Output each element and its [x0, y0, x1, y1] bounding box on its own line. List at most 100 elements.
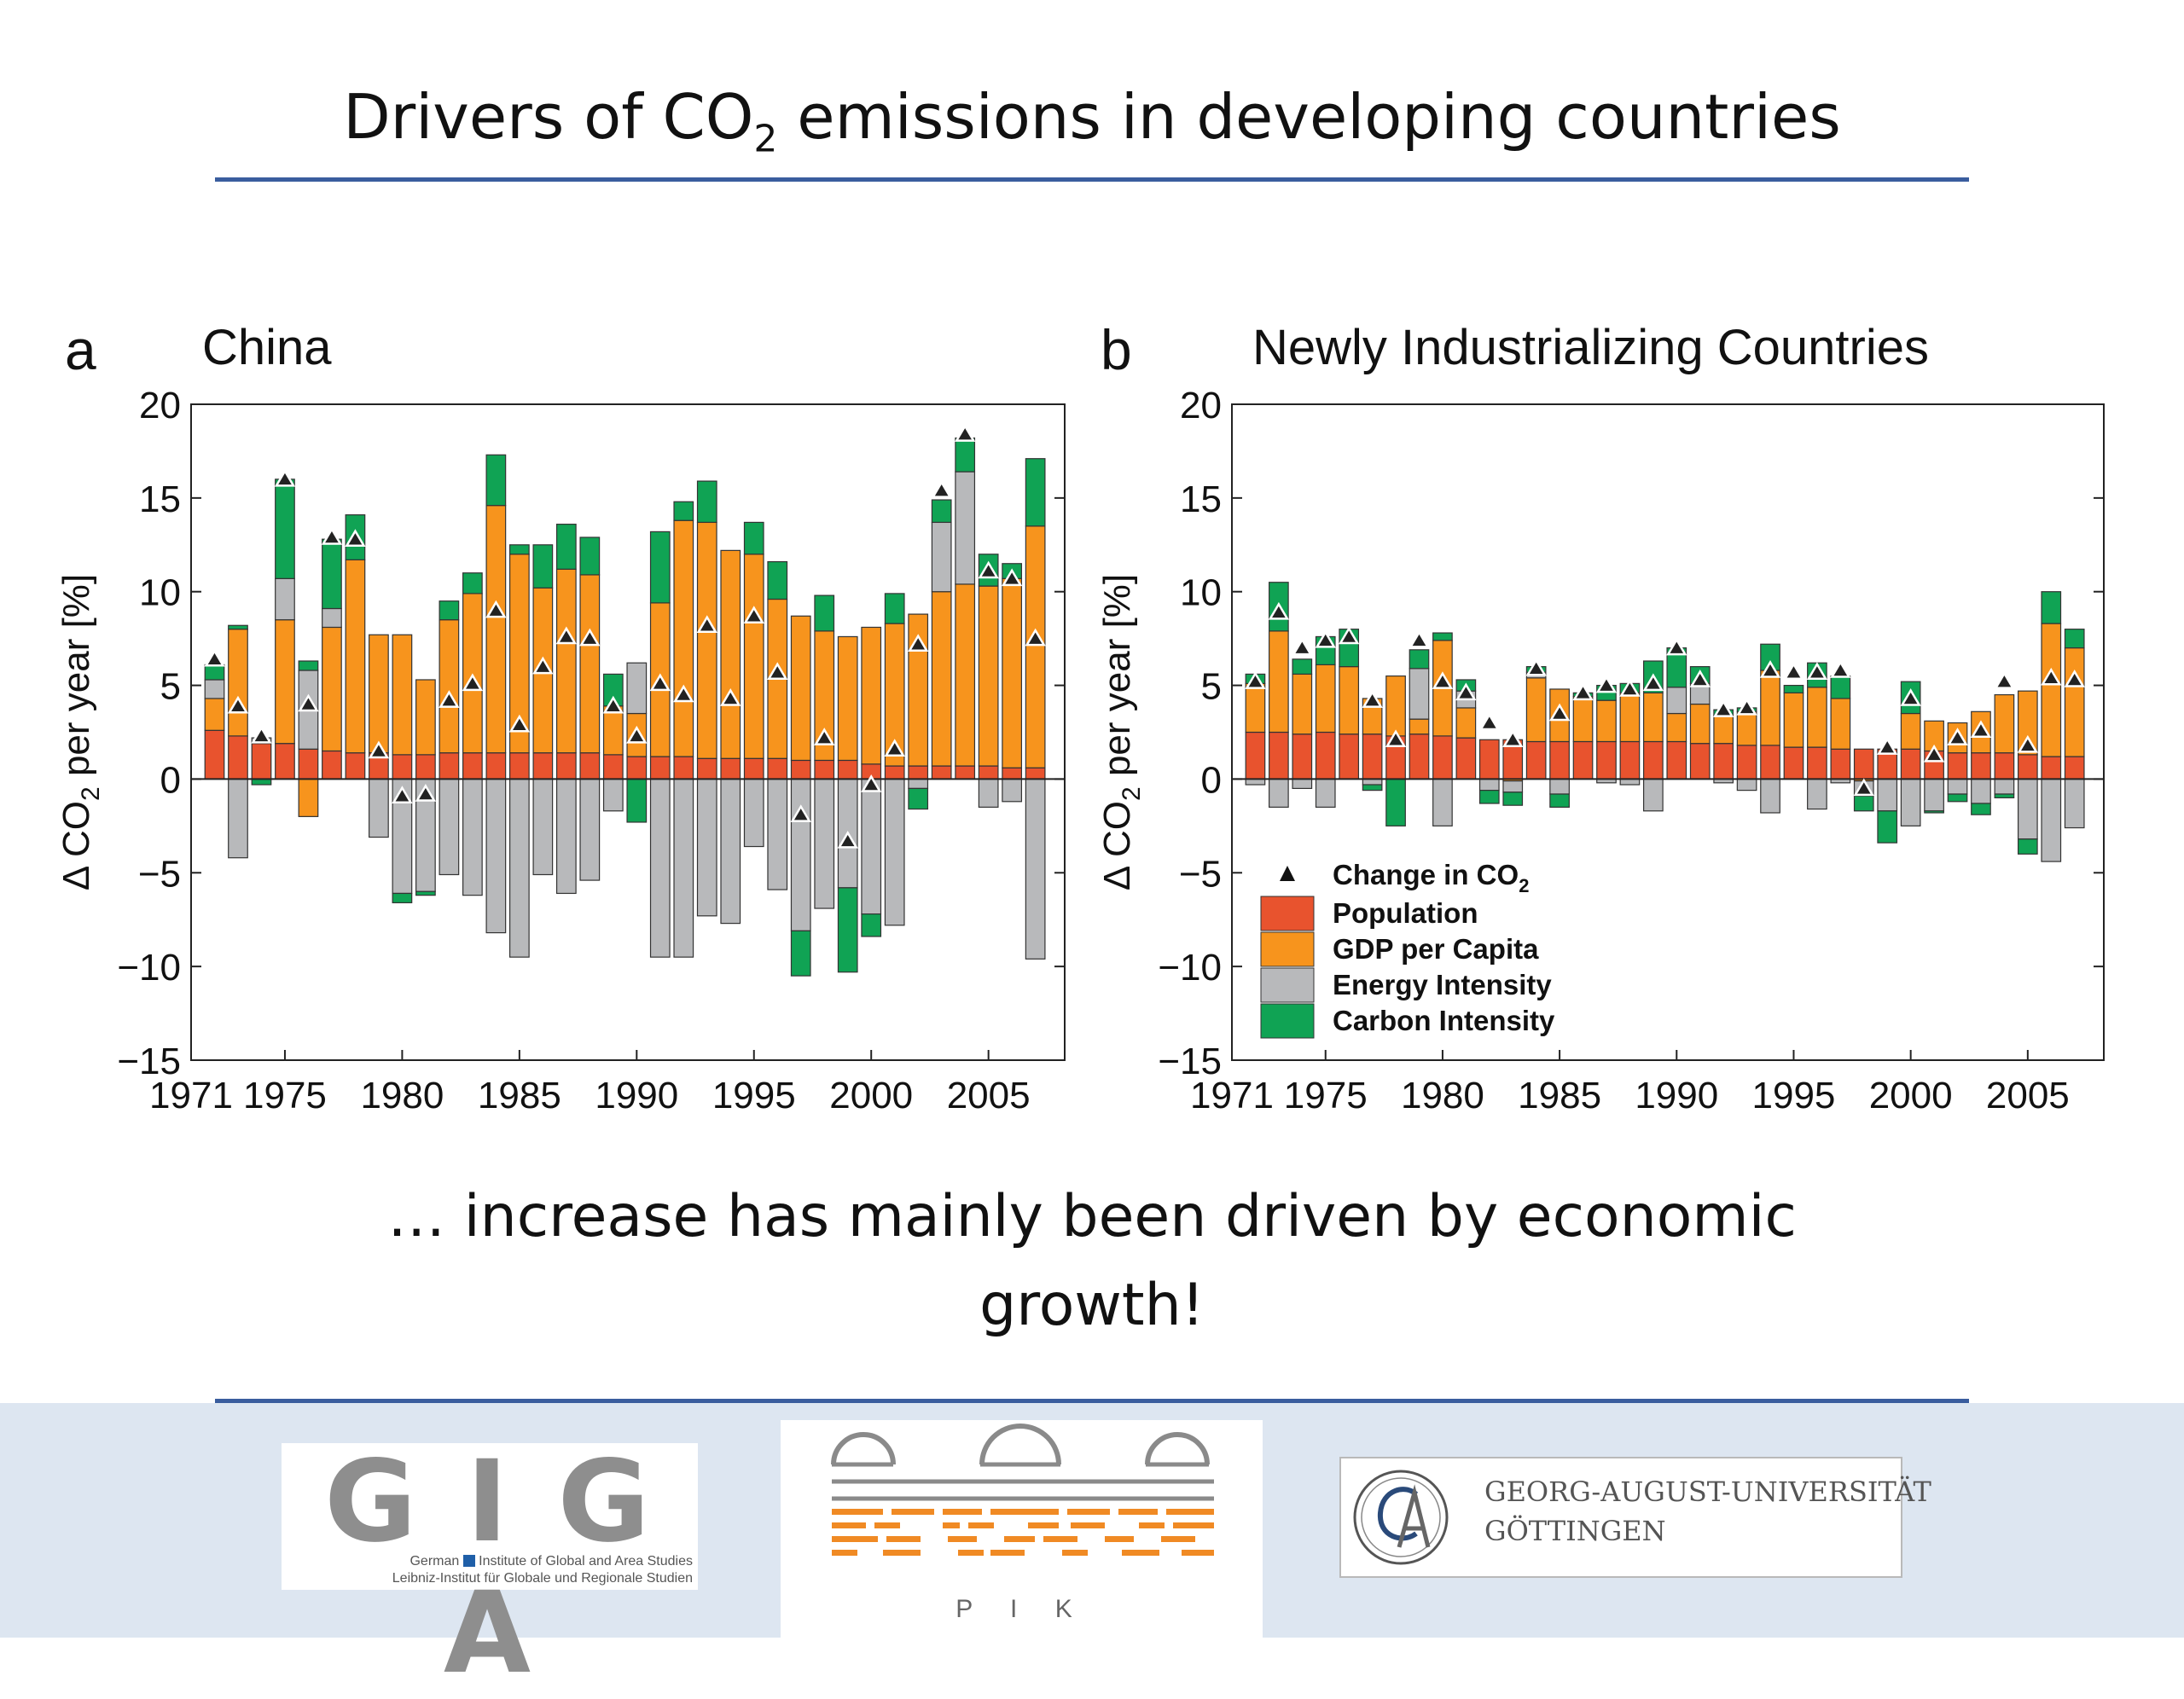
bar-population-1990 [1666, 740, 1687, 780]
legend-change-marker [1280, 866, 1295, 881]
bar-gdp-1993 [1736, 710, 1757, 746]
giga-line-1: German Institute of Global and Area Stud… [410, 1554, 693, 1569]
change-marker-2007 [1025, 628, 1046, 647]
bar-gdp-2000 [861, 626, 882, 765]
y-tick-label: −10 [1158, 947, 1222, 989]
bar-carbon-1996 [767, 560, 788, 600]
bar-carbon-1980 [392, 892, 413, 904]
title-rule [215, 177, 1969, 182]
giga-square-icon [462, 1555, 475, 1567]
giga-line-2: Leibniz-Institut für Globale und Regiona… [392, 1571, 693, 1586]
change-marker-2003 [931, 480, 952, 498]
bar-carbon-1993 [696, 480, 717, 524]
bar-population-1980 [1432, 735, 1453, 780]
change-marker-1984 [1525, 658, 1547, 676]
y-tick-label: 0 [1201, 759, 1222, 801]
bar-carbon-2006 [2041, 591, 2062, 624]
bar-carbon-1983 [462, 572, 483, 594]
change-marker-1992 [673, 684, 694, 703]
bar-population-1982 [439, 752, 460, 780]
bar-energy-1989 [602, 778, 624, 812]
bar-energy-1995 [743, 778, 764, 848]
bar-carbon-1985 [1549, 793, 1570, 808]
change-marker-1987 [1595, 675, 1618, 693]
bar-energy-1997 [790, 778, 811, 931]
x-tick-label: 1985 [478, 1075, 561, 1116]
legend-swatch-gdp [1260, 931, 1315, 967]
bar-population-1984 [485, 752, 507, 780]
bar-energy-1994 [1760, 778, 1780, 814]
change-marker-2000 [1900, 687, 1921, 706]
change-marker-2002 [1947, 728, 1968, 745]
bar-energy-1985 [1549, 778, 1570, 795]
bar-carbon-1978 [1385, 778, 1406, 826]
bar-energy-1990 [626, 662, 648, 715]
bar-energy-2002 [908, 778, 929, 790]
bar-carbon-1983 [1502, 792, 1524, 806]
change-marker-1999 [837, 830, 858, 849]
x-tick-label: 1971 [149, 1075, 233, 1116]
y-tick-label: −5 [138, 853, 181, 895]
bar-gdp-1972 [204, 698, 225, 731]
bar-population-1994 [1760, 745, 1780, 780]
y-tick-label: 10 [139, 572, 181, 614]
bar-carbon-1974 [1292, 658, 1313, 675]
bar-gdp-1972 [1245, 682, 1266, 734]
bar-gdp-1983 [462, 593, 483, 754]
change-marker-2004 [954, 424, 976, 442]
change-marker-1985 [1548, 703, 1571, 722]
legend-swatch-carbon [1260, 1003, 1315, 1039]
change-marker-1994 [720, 687, 741, 706]
change-marker-1975 [274, 468, 296, 487]
bar-energy-1996 [1807, 778, 1827, 810]
bar-carbon-1995 [1783, 684, 1804, 693]
bar-energy-2005 [2017, 778, 2038, 840]
legend-label-population: Population [1333, 897, 1478, 929]
bar-carbon-1987 [555, 524, 577, 570]
bar-carbon-1980 [1432, 632, 1453, 641]
bar-gdp-2004 [1994, 693, 2015, 754]
legend-change-label: Change in CO2 [1333, 859, 1529, 896]
bar-gdp-1992 [1713, 715, 1734, 745]
bar-gdp-1988 [579, 574, 601, 754]
x-tick-label: 1975 [243, 1075, 327, 1116]
bar-energy-1979 [369, 778, 389, 838]
bar-carbon-2002 [1947, 793, 1968, 803]
change-marker-1972 [204, 648, 225, 667]
change-marker-1990 [626, 725, 648, 744]
bar-population-1972 [204, 729, 225, 780]
change-marker-1994 [1759, 660, 1781, 678]
bar-gdp-1977 [322, 626, 342, 752]
y-tick-label: 10 [1180, 572, 1222, 614]
change-marker-1997 [790, 804, 811, 822]
bar-carbon-1984 [485, 454, 507, 507]
change-marker-1991 [649, 673, 671, 692]
change-marker-1983 [1502, 729, 1524, 748]
bar-gdp-1982 [439, 619, 460, 754]
bar-gdp-1979 [1409, 718, 1430, 735]
title-rest: emissions in developing countries [777, 81, 1841, 153]
change-marker-1979 [1409, 629, 1430, 648]
bar-population-1985 [1549, 740, 1570, 780]
panel-b-title: Newly Industrializing Countries [1252, 320, 1929, 375]
bar-energy-1983 [1502, 780, 1524, 793]
bar-gdp-1975 [1315, 664, 1336, 734]
bar-population-2006 [1002, 767, 1023, 780]
legend-label-carbon: Carbon Intensity [1333, 1005, 1555, 1036]
bar-energy-1980 [1432, 778, 1453, 826]
bar-energy-1996 [767, 778, 788, 890]
bar-gdp-2000 [1900, 712, 1921, 750]
bar-gdp-1976 [298, 778, 319, 817]
bar-gdp-1973 [1269, 630, 1289, 734]
caption: … increase has mainly been driven by eco… [0, 1173, 2184, 1350]
x-tick-label: 1990 [595, 1075, 678, 1116]
bar-population-1983 [462, 752, 483, 780]
bar-population-1973 [228, 735, 248, 780]
change-marker-1974 [1292, 637, 1313, 656]
bar-population-1997 [1830, 748, 1851, 780]
goettingen-logo: GEORG-AUGUST-UNIVERSITÄT GÖTTINGEN [1339, 1457, 1931, 1578]
change-marker-1972 [1245, 671, 1266, 689]
bar-carbon-1975 [275, 478, 295, 579]
bar-population-2006 [2041, 756, 2062, 780]
bar-population-1977 [322, 750, 342, 780]
